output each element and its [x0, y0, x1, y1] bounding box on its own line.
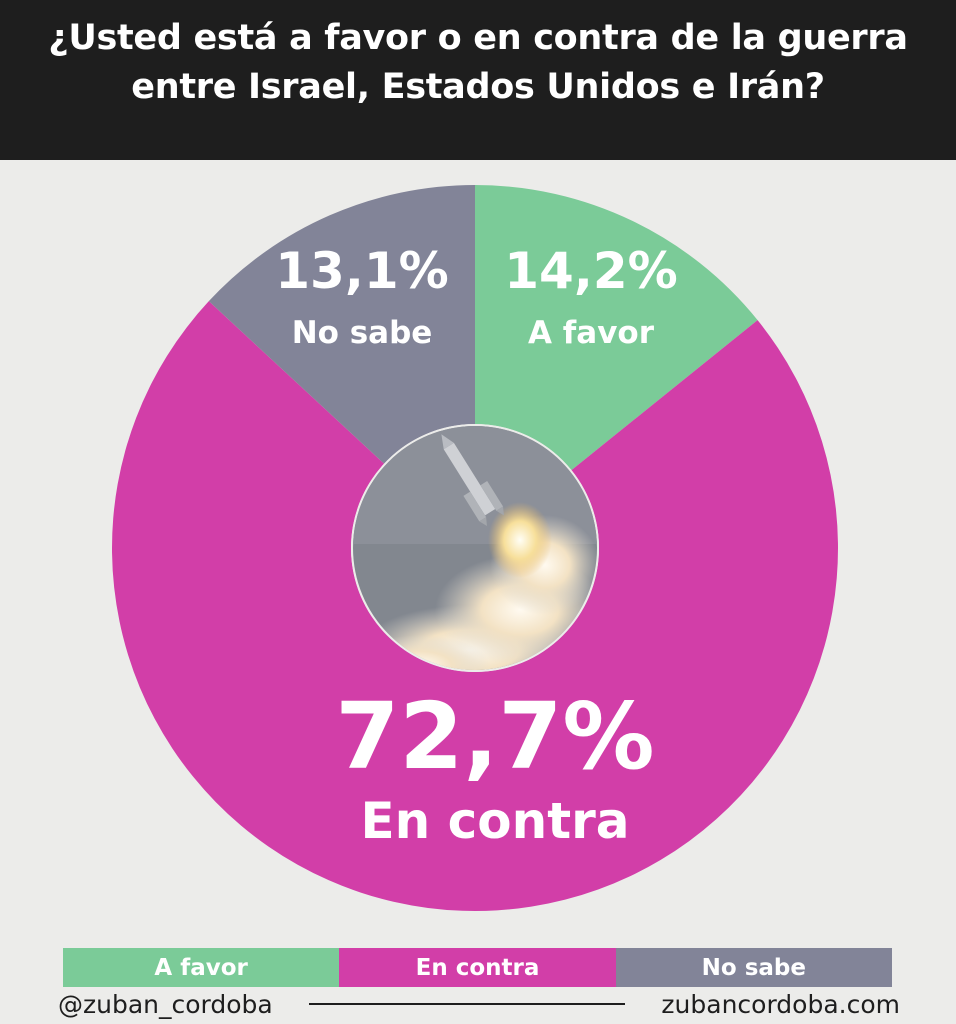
legend-item-a-favor: A favor [63, 948, 340, 987]
center-photo [351, 424, 599, 672]
value-label-en-contra: 72,7% [335, 683, 654, 790]
footer-website: zubancordoba.com [661, 989, 900, 1019]
slice-en-contra [111, 301, 838, 912]
footer: @zuban_cordoba zubancordoba.com [58, 984, 900, 1024]
legend-label-en-contra: En contra [415, 954, 540, 981]
value-label-a-favor: 14,2% [504, 242, 677, 300]
category-label-en-contra: En contra [360, 792, 629, 850]
slice-no-sabe [208, 185, 475, 464]
chart-title-line-2: entre Israel, Estados Unidos e Irán? [131, 67, 825, 107]
slice-a-favor [475, 185, 758, 471]
legend-label-no-sabe: No sabe [701, 954, 806, 981]
legend: A favor En contra No sabe [63, 948, 892, 987]
chart-title-line-1: ¿Usted está a favor o en contra de la gu… [48, 18, 908, 58]
legend-item-no-sabe: No sabe [615, 948, 892, 987]
value-label-no-sabe: 13,1% [275, 242, 448, 300]
header-bar: ¿Usted está a favor o en contra de la gu… [0, 0, 956, 160]
category-label-no-sabe: No sabe [292, 315, 433, 351]
legend-item-en-contra: En contra [339, 948, 616, 987]
footer-handle: @zuban_cordoba [58, 989, 273, 1019]
missile-launch-icon [441, 434, 552, 578]
footer-divider [308, 1003, 626, 1005]
legend-label-a-favor: A favor [154, 954, 248, 981]
category-label-a-favor: A favor [528, 315, 655, 351]
